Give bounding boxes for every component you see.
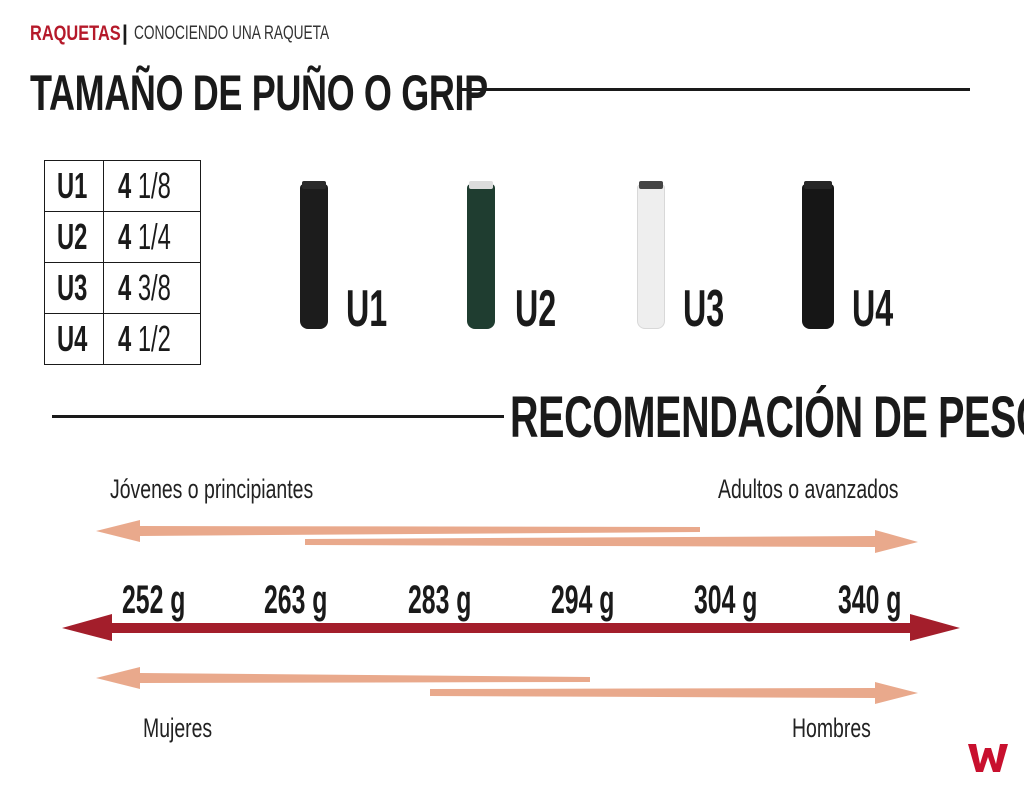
grip-size-cell: U3: [43, 262, 105, 314]
grip-handle-image: [802, 184, 834, 329]
weight-label: 252 g: [122, 578, 186, 622]
grip-size-cell: U4: [43, 313, 105, 365]
arrow-left-women: [96, 667, 590, 689]
grip-cap: [639, 181, 663, 189]
page-title: TAMAÑO DE PUÑO O GRIP: [30, 65, 488, 121]
grip-cap: [302, 181, 326, 189]
label-advanced: Adultos o avanzados: [718, 474, 899, 504]
label-beginners: Jóvenes o principiantes: [110, 474, 314, 504]
breadcrumb-subsection: CONOCIENDO UNA RAQUETA: [133, 23, 329, 44]
grip-label: U1: [346, 280, 388, 338]
arrow-right-men: [430, 682, 918, 704]
grip-measure-cell: 4 3/8: [103, 262, 202, 314]
breadcrumb-section: RAQUETAS: [30, 22, 121, 45]
weight-label: 263 g: [264, 578, 328, 622]
grip-measure-cell: 4 1/2: [103, 313, 202, 365]
wilson-logo-icon: [968, 744, 1008, 772]
grip-label: U3: [683, 280, 725, 338]
arrow-left-beginners: [96, 520, 700, 542]
grip-size-table: U1 4 1/8 U2 4 1/4 U3 4 3/8 U4 4 1/2: [43, 160, 202, 365]
weight-scale-arrow: [62, 614, 960, 641]
section-title: RECOMENDACIÓN DE PESOS: [510, 385, 1024, 450]
arrow-right-advanced: [305, 530, 918, 553]
title-divider: [460, 88, 970, 91]
label-women: Mujeres: [143, 713, 213, 743]
table-row: U3 4 3/8: [43, 262, 202, 314]
breadcrumb: RAQUETAS | CONOCIENDO UNA RAQUETA: [30, 20, 405, 48]
grip-label: U2: [515, 280, 557, 338]
table-row: U1 4 1/8: [43, 160, 202, 212]
weight-label: 304 g: [694, 578, 758, 622]
table-row: U4 4 1/2: [43, 313, 202, 365]
grip-handle-image: [467, 184, 495, 329]
grip-size-cell: U2: [43, 211, 105, 263]
table-row: U2 4 1/4: [43, 211, 202, 263]
grip-label: U4: [852, 280, 894, 338]
weight-label: 340 g: [838, 578, 902, 622]
weight-label: 294 g: [551, 578, 615, 622]
grip-measure-cell: 4 1/8: [103, 160, 202, 212]
grip-handle-image: [637, 184, 665, 329]
grip-cap: [804, 181, 832, 189]
weight-label: 283 g: [408, 578, 472, 622]
grip-handle-image: [300, 184, 328, 329]
section-divider: [52, 415, 504, 418]
grip-size-cell: U1: [43, 160, 105, 212]
grip-measure-cell: 4 1/4: [103, 211, 202, 263]
label-men: Hombres: [792, 713, 871, 743]
breadcrumb-separator: |: [122, 22, 128, 45]
grip-cap: [469, 181, 493, 189]
